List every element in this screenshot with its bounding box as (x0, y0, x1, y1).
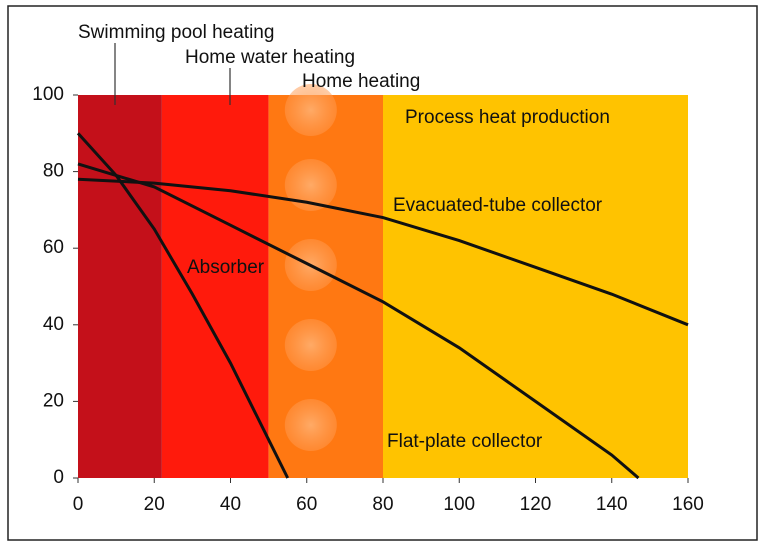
x-tick-label: 0 (73, 494, 84, 515)
x-tick-label: 80 (372, 494, 393, 515)
y-tick-label: 60 (43, 237, 64, 258)
frame (7, 5, 758, 541)
region (383, 95, 688, 478)
x-tick-label: 100 (443, 494, 475, 515)
decor-circle (284, 159, 337, 211)
y-tick-label: 40 (43, 314, 64, 335)
region-label: Home heating (302, 71, 420, 92)
y-tick-label: 100 (32, 84, 64, 105)
x-tick-label: 160 (672, 494, 704, 515)
regions (78, 95, 688, 478)
decor-circle (284, 84, 337, 136)
y-tick-label: 20 (43, 390, 64, 411)
region-label: Swimming pool heating (78, 22, 274, 43)
decor-circle (284, 399, 337, 451)
x-tick-label: 140 (596, 494, 628, 515)
line (77, 162, 640, 480)
region (78, 95, 162, 478)
labels: Swimming pool heating Home water heating H… (78, 22, 610, 452)
lines (76, 132, 689, 480)
x-tick-label: 120 (520, 494, 552, 515)
region (161, 95, 269, 478)
decor-circle (284, 319, 337, 371)
series-label: Flat-plate collector (387, 431, 543, 452)
series-label: Absorber (187, 257, 265, 278)
region-label: Process heat production (405, 107, 610, 128)
y-tick-label: 0 (53, 467, 64, 488)
decoration (284, 84, 337, 451)
series-label: Evacuated-tube collector (393, 195, 603, 216)
x-tick-label: 40 (220, 494, 241, 515)
line (77, 177, 689, 327)
region-label: Home water heating (185, 47, 355, 68)
x-tick-label: 60 (296, 494, 317, 515)
x-tick-label: 20 (144, 494, 165, 515)
y-tick-label: 80 (43, 161, 64, 182)
